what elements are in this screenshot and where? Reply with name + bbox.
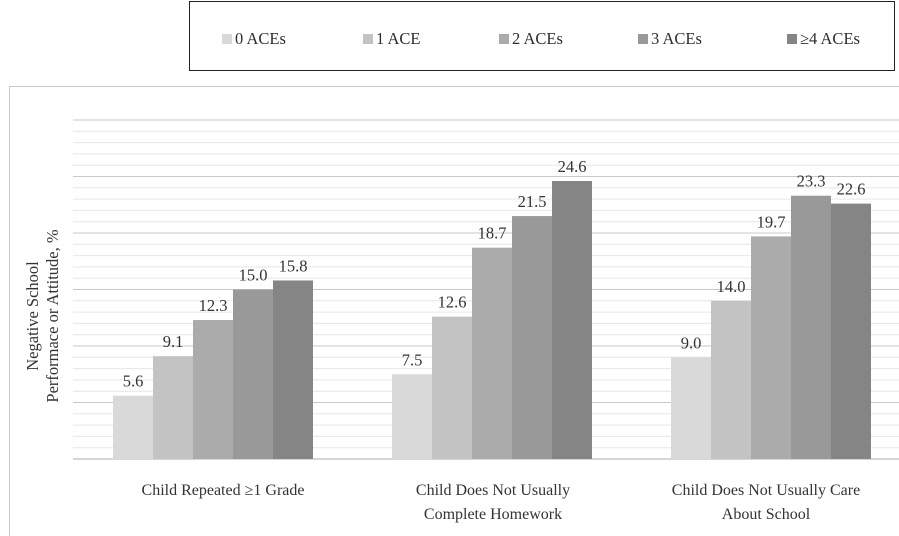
data-label: 7.5 xyxy=(402,350,423,369)
data-label: 15.0 xyxy=(239,266,268,285)
bar xyxy=(671,357,711,459)
bar xyxy=(512,216,552,459)
x-tick-label: Child Repeated ≥1 Grade xyxy=(142,482,305,499)
legend-item: 0 ACEs xyxy=(222,30,286,48)
legend-item: 2 ACEs xyxy=(499,30,563,48)
bar xyxy=(392,374,432,459)
legend-swatch xyxy=(499,34,509,44)
y-axis-title: Negative School xyxy=(23,261,42,371)
data-label: 21.5 xyxy=(518,192,547,211)
bar xyxy=(113,395,153,459)
bar xyxy=(791,195,831,459)
legend-label: 1 ACE xyxy=(376,29,421,48)
data-label: 5.6 xyxy=(123,372,144,391)
legend-label: 0 ACEs xyxy=(235,29,286,48)
legend-item: 3 ACEs xyxy=(638,30,702,48)
legend-swatch xyxy=(363,34,373,44)
x-tick-label: Child Does Not Usually Care xyxy=(672,482,860,499)
bar xyxy=(273,280,313,459)
data-label: 24.6 xyxy=(558,157,587,176)
data-label: 18.7 xyxy=(478,224,507,243)
data-label: 22.6 xyxy=(837,180,866,199)
bar xyxy=(831,203,871,459)
bar xyxy=(233,289,273,459)
legend-item: 1 ACE xyxy=(363,30,420,48)
legend-swatch xyxy=(222,34,232,44)
data-label: 15.8 xyxy=(279,256,308,275)
bar xyxy=(472,247,512,459)
data-label: 9.0 xyxy=(681,333,702,352)
legend-swatch xyxy=(638,34,648,44)
bar xyxy=(432,316,472,459)
y-axis-title: Performace or Attitude, % xyxy=(43,229,62,402)
bar xyxy=(193,320,233,459)
data-label: 14.0 xyxy=(717,277,746,296)
data-label: 9.1 xyxy=(163,332,184,351)
bar xyxy=(552,181,592,459)
data-label: 23.3 xyxy=(797,172,826,191)
x-tick-label: Child Does Not Usually xyxy=(416,482,570,499)
data-label: 12.6 xyxy=(438,293,467,312)
x-tick-label: Complete Homework xyxy=(424,506,562,523)
legend-swatch xyxy=(787,34,797,44)
bar xyxy=(153,356,193,459)
legend-label: 2 ACEs xyxy=(512,29,563,48)
bar xyxy=(751,236,791,459)
chart-legend: 0 ACEs 1 ACE 2 ACEs 3 ACEs ≥4 ACEs xyxy=(189,1,895,71)
x-tick-label: About School xyxy=(722,506,811,523)
data-label: 12.3 xyxy=(199,296,228,315)
data-label: 19.7 xyxy=(757,212,786,231)
legend-label: ≥4 ACEs xyxy=(800,29,860,48)
legend-item: ≥4 ACEs xyxy=(787,30,860,48)
legend-label: 3 ACEs xyxy=(651,29,702,48)
chart-frame xyxy=(9,86,899,536)
bar xyxy=(711,300,751,459)
